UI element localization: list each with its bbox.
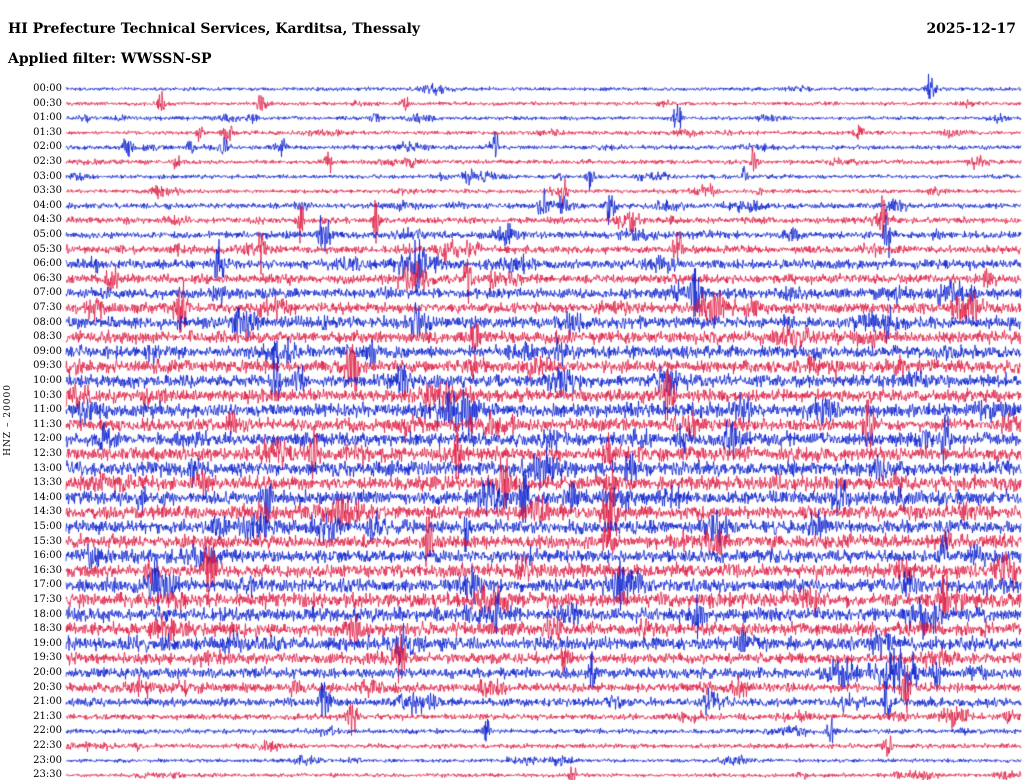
date-label: 2025-12-17 bbox=[926, 21, 1016, 37]
time-label: 16:30 bbox=[33, 564, 62, 576]
channel-scale-label: HNZ – 20000 bbox=[3, 384, 13, 456]
time-label: 20:30 bbox=[33, 681, 62, 693]
time-label: 14:30 bbox=[33, 506, 62, 518]
time-label: 21:00 bbox=[33, 696, 62, 708]
time-label: 03:00 bbox=[33, 170, 62, 182]
time-label: 06:30 bbox=[33, 272, 62, 284]
time-label: 18:30 bbox=[33, 623, 62, 635]
time-label: 08:30 bbox=[33, 331, 62, 343]
time-label: 12:00 bbox=[33, 433, 62, 445]
time-label: 19:30 bbox=[33, 652, 62, 664]
time-label: 05:00 bbox=[33, 229, 62, 240]
time-label: 19:00 bbox=[33, 637, 62, 649]
time-label: 23:00 bbox=[33, 754, 62, 766]
page-title: HI Prefecture Technical Services, Kardit… bbox=[8, 21, 421, 37]
time-label: 01:00 bbox=[33, 112, 62, 124]
time-label: 18:00 bbox=[33, 608, 62, 620]
time-label: 11:30 bbox=[33, 418, 62, 430]
time-label: 09:30 bbox=[33, 360, 62, 372]
time-label: 13:00 bbox=[33, 462, 62, 474]
time-label: 04:30 bbox=[33, 214, 62, 226]
time-label: 05:30 bbox=[33, 243, 62, 255]
time-label: 22:00 bbox=[33, 725, 62, 737]
time-label: 20:00 bbox=[33, 667, 62, 678]
time-label: 11:00 bbox=[33, 404, 62, 416]
time-label: 10:30 bbox=[33, 389, 62, 401]
time-label: 08:00 bbox=[33, 316, 62, 328]
time-label: 13:30 bbox=[33, 477, 62, 489]
time-label: 23:30 bbox=[33, 769, 62, 780]
time-label: 12:30 bbox=[33, 448, 62, 459]
time-label: 07:30 bbox=[33, 302, 62, 313]
time-label: 16:00 bbox=[33, 550, 62, 562]
time-label: 02:30 bbox=[33, 156, 62, 167]
time-label: 03:30 bbox=[33, 185, 62, 197]
time-label: 07:00 bbox=[33, 287, 62, 299]
time-label: 17:30 bbox=[33, 594, 62, 605]
time-label: 01:30 bbox=[33, 126, 62, 138]
time-label: 06:00 bbox=[33, 258, 62, 270]
time-label: 00:00 bbox=[33, 83, 62, 94]
time-label: 10:00 bbox=[33, 375, 62, 386]
time-label: 09:00 bbox=[33, 345, 62, 357]
time-label: 17:00 bbox=[33, 579, 62, 591]
time-label: 15:30 bbox=[33, 535, 62, 547]
time-label: 00:30 bbox=[33, 97, 62, 109]
time-label: 21:30 bbox=[33, 710, 62, 722]
time-label: 14:00 bbox=[33, 491, 62, 503]
time-label: 22:30 bbox=[33, 740, 62, 751]
time-label: 02:00 bbox=[33, 141, 62, 153]
filter-label: Applied filter: WWSSN-SP bbox=[8, 51, 212, 67]
time-label: 15:00 bbox=[33, 521, 62, 532]
time-label: 04:00 bbox=[33, 199, 62, 211]
